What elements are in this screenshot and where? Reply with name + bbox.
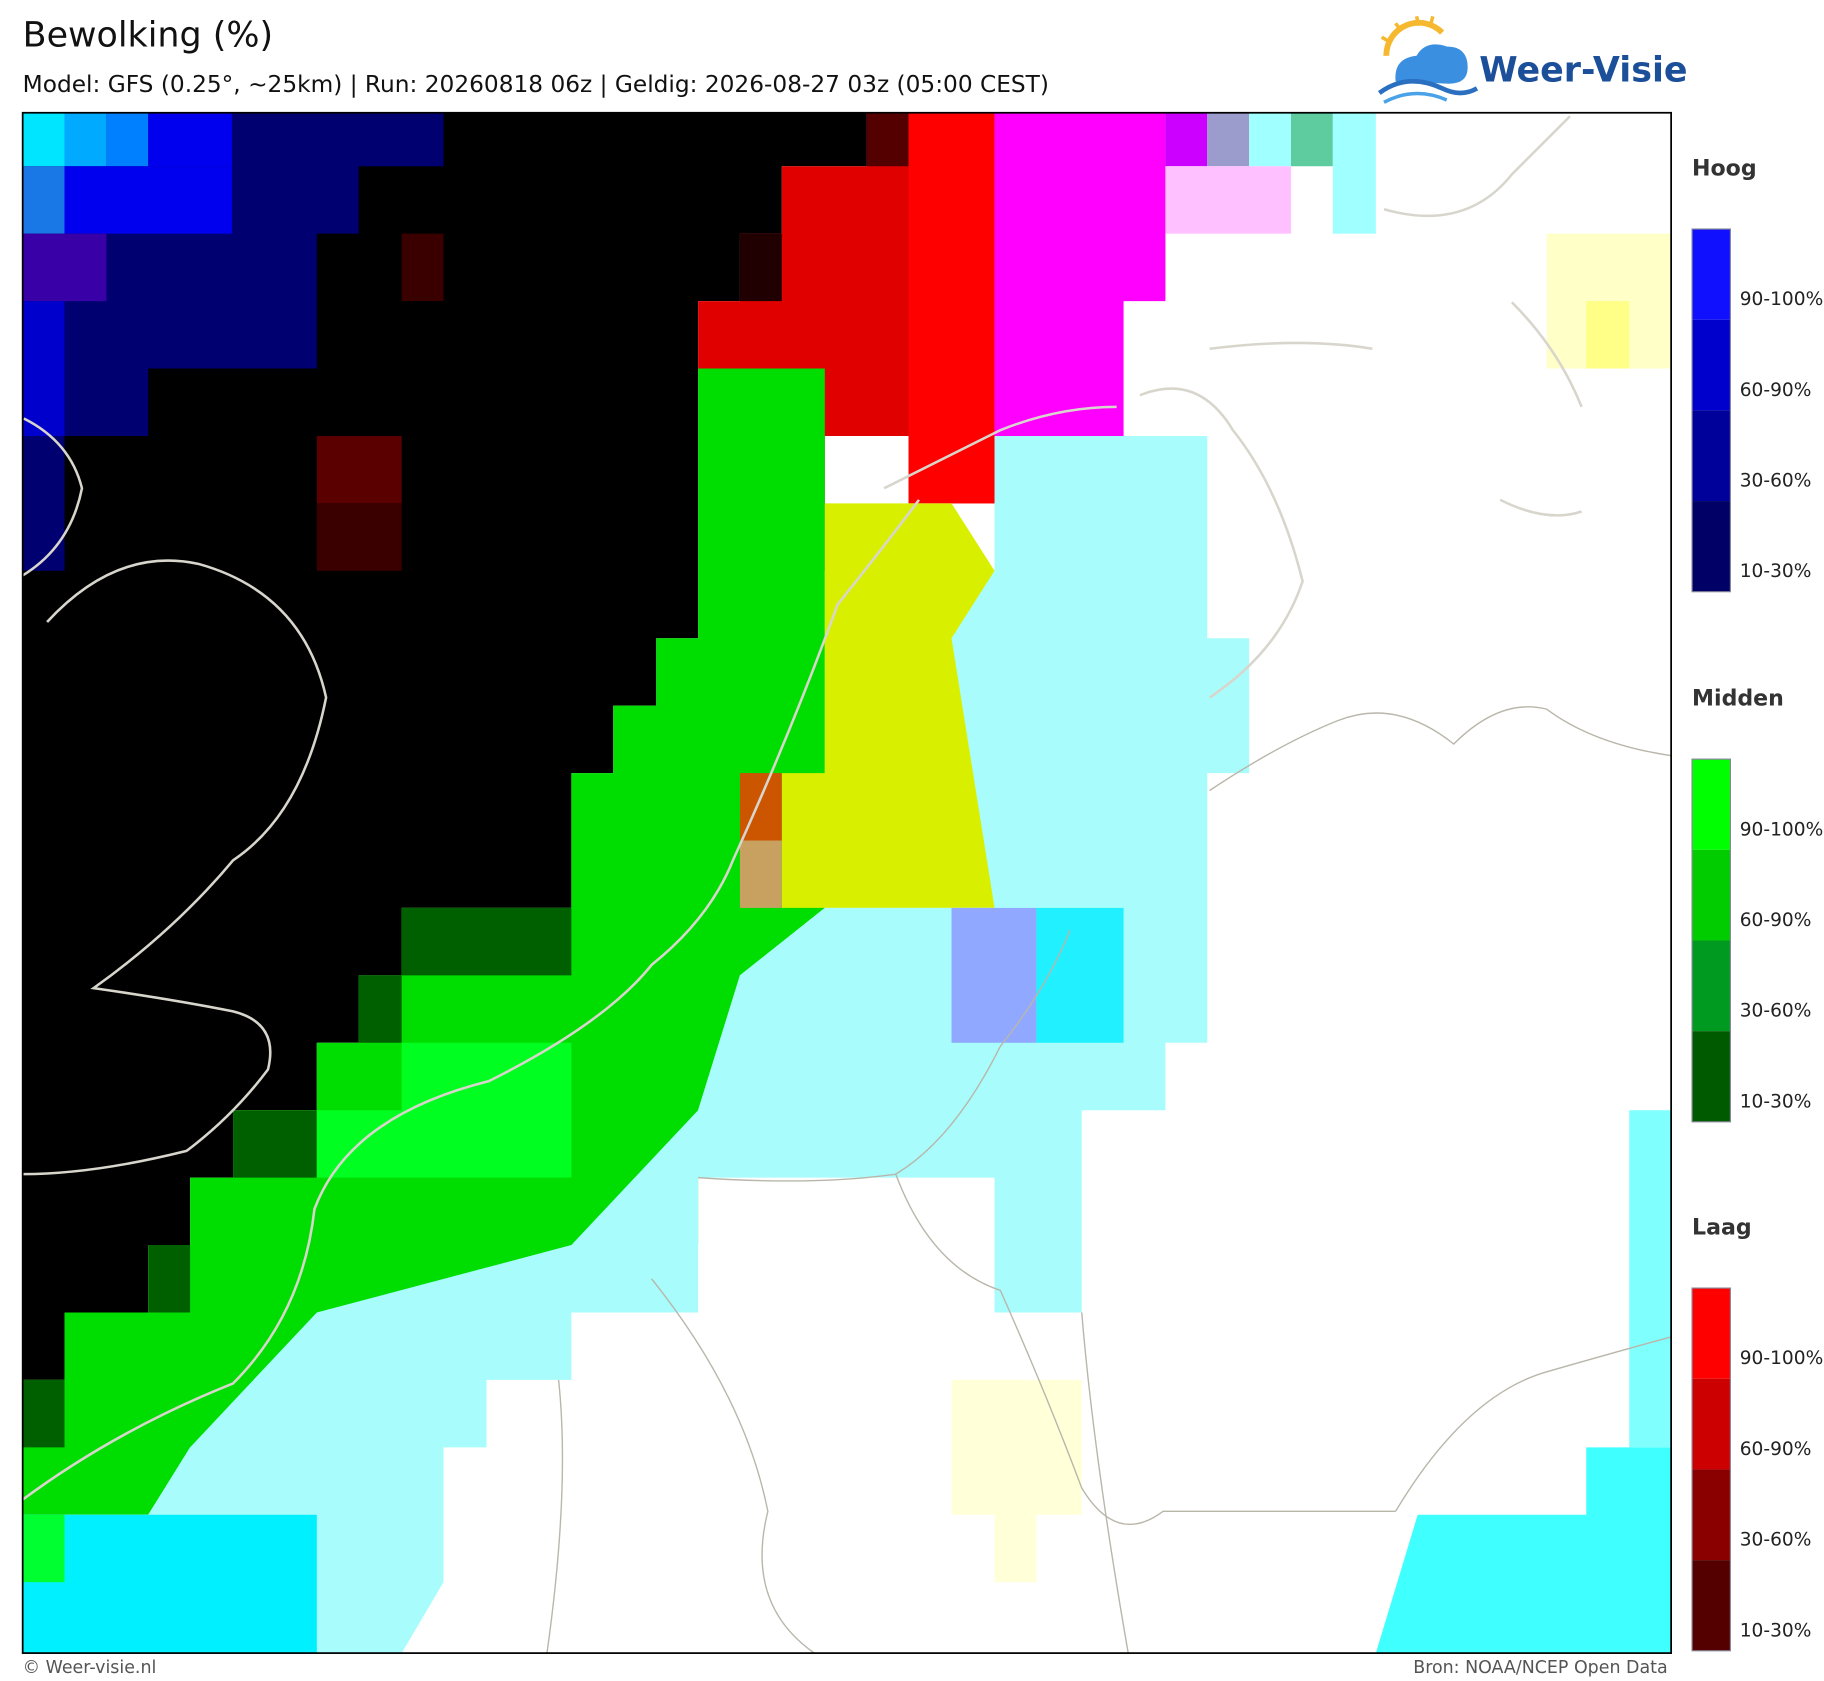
legend-frame [1691, 1287, 1731, 1652]
legend-label: 10-30% [1740, 1620, 1812, 1641]
legend-frame [1691, 758, 1731, 1123]
legend-swatch [1692, 501, 1731, 592]
credit: © Weer-visie.nl [23, 1658, 157, 1678]
legend-swatch [1692, 1378, 1731, 1470]
legend-swatch [1692, 229, 1731, 320]
legend-label: 60-90% [1740, 910, 1812, 931]
source: Bron: NOAA/NCEP Open Data [1413, 1658, 1667, 1678]
legend-swatch [1692, 410, 1731, 502]
legend-swatch [1692, 1560, 1731, 1651]
logo: Weer-Visie [1377, 15, 1688, 104]
legend-swatch [1692, 940, 1731, 1032]
legend-swatch [1692, 759, 1731, 850]
legend-frame [1691, 228, 1731, 593]
legend-label: 10-30% [1740, 1091, 1812, 1112]
logo-text: Weer-Visie [1479, 50, 1687, 90]
legend-swatch [1692, 1288, 1731, 1379]
legend-label: 90-100% [1740, 819, 1824, 840]
legend-swatch [1692, 849, 1731, 941]
subtitle: Model: GFS (0.25°, ~25km) | Run: 2026081… [23, 71, 1049, 98]
legend-label: 60-90% [1740, 1439, 1812, 1460]
legend-label: 30-60% [1740, 471, 1812, 492]
legend-swatch [1692, 319, 1731, 411]
legend-label: 30-60% [1740, 1001, 1812, 1022]
legend-title: Laag [1692, 1216, 1752, 1241]
legend-title: Midden [1692, 687, 1784, 712]
legend-label: 60-90% [1740, 380, 1812, 401]
title: Bewolking (%) [23, 16, 273, 56]
legend-label: 90-100% [1740, 1348, 1824, 1369]
legend-swatch [1692, 1469, 1731, 1561]
map [21, 111, 1672, 1654]
legend: Hoog 90-100% 60-90% 30-60% 10-30% Midden 90-10… [1691, 157, 1824, 1652]
legend-label: 30-60% [1740, 1530, 1812, 1551]
legend-label: 90-100% [1740, 289, 1824, 310]
legend-title: Hoog [1692, 157, 1757, 182]
legend-label: 10-30% [1740, 561, 1812, 582]
legend-swatch [1692, 1031, 1731, 1122]
